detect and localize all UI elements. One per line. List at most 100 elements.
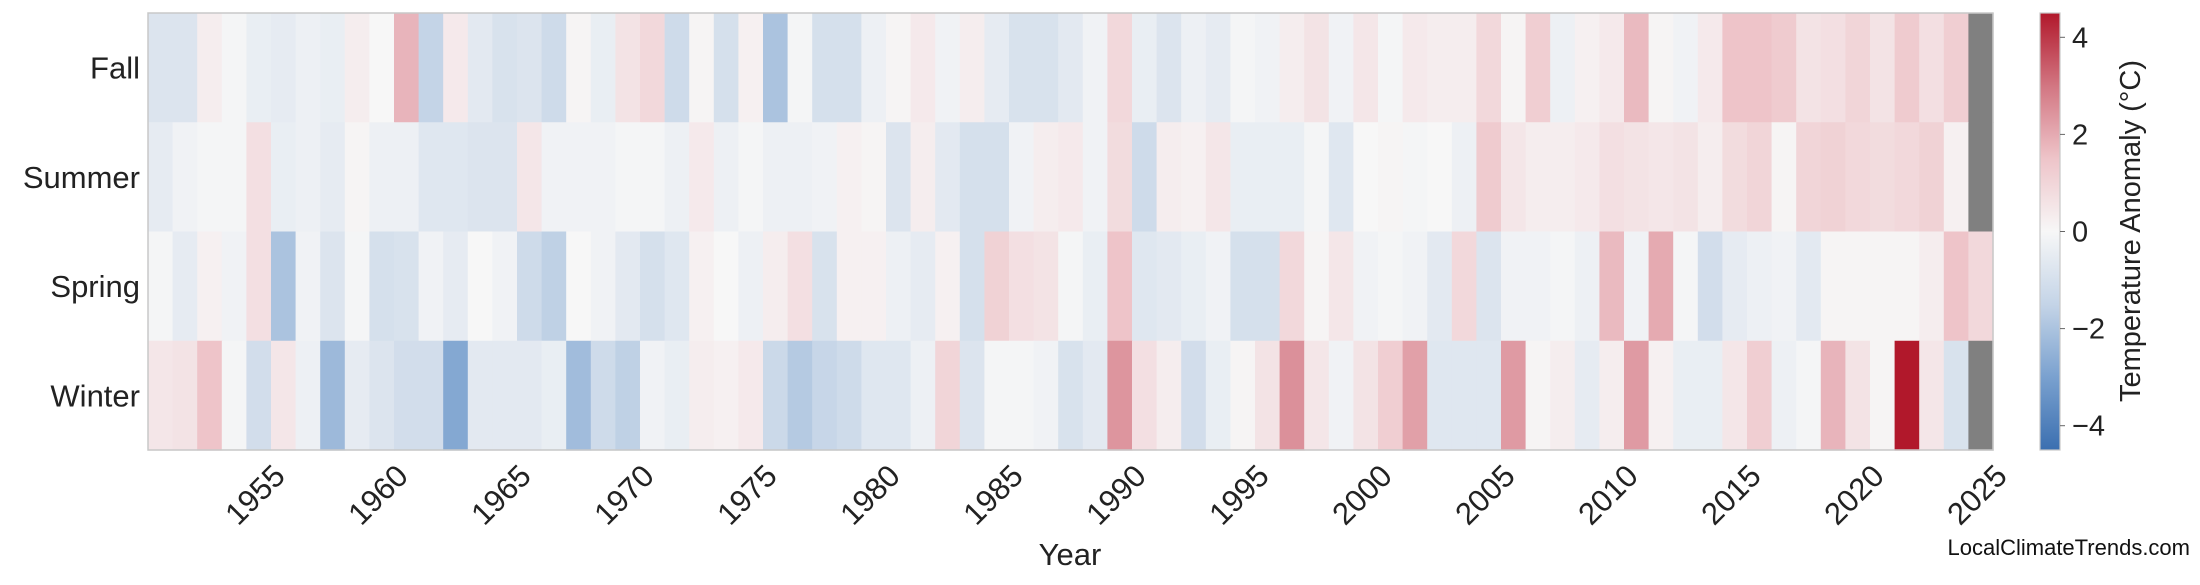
heatmap-cell-summer-1954 xyxy=(221,122,247,233)
heatmap-cell-summer-1985 xyxy=(984,122,1010,233)
heatmap-cell-summer-1996 xyxy=(1255,122,1281,233)
heatmap-cell-spring-2014 xyxy=(1697,231,1723,342)
heatmap-cell-winter-1967 xyxy=(541,340,567,451)
heatmap-cell-fall-2011 xyxy=(1624,13,1650,123)
heatmap-cell-fall-2009 xyxy=(1574,13,1600,123)
heatmap-cell-spring-1992 xyxy=(1156,231,1182,342)
heatmap-cell-summer-2004 xyxy=(1451,122,1477,233)
heatmap-cell-spring-1993 xyxy=(1181,231,1207,342)
heatmap-cell-summer-1990 xyxy=(1107,122,1133,233)
x-tick-2020: 2020 xyxy=(1817,458,1891,532)
heatmap-cell-spring-2008 xyxy=(1550,231,1576,342)
heatmap-cell-summer-1986 xyxy=(1009,122,1035,233)
season-label-fall: Fall xyxy=(90,51,140,86)
heatmap-cell-spring-1977 xyxy=(787,231,813,342)
colorbar-tick-label: 2 xyxy=(2072,119,2088,151)
heatmap-cell-spring-2025 xyxy=(1968,231,1994,342)
heatmap-cell-fall-1953 xyxy=(197,13,223,123)
heatmap-cell-fall-1990 xyxy=(1107,13,1133,123)
x-tick-1975: 1975 xyxy=(710,458,784,532)
heatmap-cell-spring-1978 xyxy=(812,231,838,342)
heatmap-cell-summer-1952 xyxy=(172,122,198,233)
heatmap-cell-winter-1988 xyxy=(1058,340,1084,451)
heatmap-cell-fall-1987 xyxy=(1033,13,1059,123)
heatmap-cell-winter-1987 xyxy=(1033,340,1059,451)
heatmap-cell-winter-1986 xyxy=(1009,340,1035,451)
heatmap-cell-winter-1976 xyxy=(763,340,789,451)
colorbar-tick-label: −4 xyxy=(2072,411,2105,443)
heatmap-cell-summer-1988 xyxy=(1058,122,1084,233)
heatmap-cell-summer-1966 xyxy=(517,122,543,233)
heatmap-cell-summer-1955 xyxy=(246,122,272,233)
year-tick-labels: 1955 1960 1965 1970 1975 1980 1985 1990 1995 2000… xyxy=(218,458,2014,532)
heatmap-cell-winter-1958 xyxy=(320,340,346,451)
heatmap-cell-winter-1981 xyxy=(886,340,912,451)
heatmap-cell-spring-2005 xyxy=(1476,231,1502,342)
heatmap-cell-spring-1983 xyxy=(935,231,961,342)
heatmap-cell-fall-2020 xyxy=(1845,13,1871,123)
heatmap-cell-winter-2008 xyxy=(1550,340,1576,451)
heatmap-cell-fall-1968 xyxy=(566,13,592,123)
heatmap-cell-summer-2013 xyxy=(1673,122,1699,233)
heatmap-cell-winter-1961 xyxy=(394,340,420,451)
heatmap-cell-fall-2003 xyxy=(1427,13,1453,123)
heatmap-cell-summer-1979 xyxy=(836,122,862,233)
heatmap-cell-spring-1998 xyxy=(1304,231,1330,342)
heatmap-cell-fall-1958 xyxy=(320,13,346,123)
heatmap-cell-winter-1995 xyxy=(1230,340,1256,451)
heatmap-cell-winter-1983 xyxy=(935,340,961,451)
heatmap-cell-spring-2023 xyxy=(1919,231,1945,342)
heatmap-cell-summer-1971 xyxy=(640,122,666,233)
heatmap-cell-fall-1980 xyxy=(861,13,887,123)
heatmap-cell-fall-2021 xyxy=(1870,13,1896,123)
heatmap-cell-spring-2004 xyxy=(1451,231,1477,342)
heatmap-cell-winter-1954 xyxy=(221,340,247,451)
heatmap-cell-fall-1962 xyxy=(418,13,444,123)
season-label-summer: Summer xyxy=(23,160,140,195)
heatmap-cell-summer-1953 xyxy=(197,122,223,233)
heatmap-cell-spring-1965 xyxy=(492,231,518,342)
heatmap-cell-spring-1982 xyxy=(910,231,936,342)
heatmap-cell-spring-2016 xyxy=(1747,231,1773,342)
heatmap-cell-summer-2021 xyxy=(1870,122,1896,233)
heatmap-cell-fall-2008 xyxy=(1550,13,1576,123)
heatmap-cell-fall-1952 xyxy=(172,13,198,123)
heatmap-cell-fall-1994 xyxy=(1205,13,1231,123)
heatmap-cell-spring-2022 xyxy=(1894,231,1920,342)
heatmap-cell-winter-2018 xyxy=(1796,340,1822,451)
heatmap-cell-spring-2001 xyxy=(1378,231,1404,342)
heatmap-cell-fall-2006 xyxy=(1501,13,1527,123)
heatmap-cell-spring-1972 xyxy=(664,231,690,342)
heatmap-cell-fall-1969 xyxy=(590,13,616,123)
heatmap-cell-winter-1966 xyxy=(517,340,543,451)
heatmap-cell-summer-1977 xyxy=(787,122,813,233)
heatmap-cell-spring-2010 xyxy=(1599,231,1625,342)
heatmap-cell-winter-1953 xyxy=(197,340,223,451)
heatmap-cell-summer-1958 xyxy=(320,122,346,233)
heatmap-cell-fall-2025 xyxy=(1968,13,1994,123)
heatmap-cell-winter-2024 xyxy=(1943,340,1969,451)
heatmap-cell-winter-1951 xyxy=(148,340,174,451)
heatmap-cell-fall-1997 xyxy=(1279,13,1305,123)
heatmap-cell-summer-1992 xyxy=(1156,122,1182,233)
heatmap-cell-spring-2018 xyxy=(1796,231,1822,342)
heatmap-cell-fall-1975 xyxy=(738,13,764,123)
heatmap-cell-summer-1975 xyxy=(738,122,764,233)
heatmap-cell-summer-2023 xyxy=(1919,122,1945,233)
heatmap-cell-spring-1987 xyxy=(1033,231,1059,342)
heatmap-cell-spring-1962 xyxy=(418,231,444,342)
season-label-spring: Spring xyxy=(50,269,140,304)
heatmap-cell-fall-1978 xyxy=(812,13,838,123)
heatmap-cell-winter-1973 xyxy=(689,340,715,451)
heatmap-cell-summer-2012 xyxy=(1648,122,1674,233)
heatmap-cell-fall-1989 xyxy=(1082,13,1108,123)
heatmap-cell-winter-2022 xyxy=(1894,340,1920,451)
heatmap-cell-spring-1968 xyxy=(566,231,592,342)
heatmap-cell-summer-1993 xyxy=(1181,122,1207,233)
heatmap-cell-summer-1983 xyxy=(935,122,961,233)
heatmap-cell-spring-2007 xyxy=(1525,231,1551,342)
heatmap-cell-summer-1951 xyxy=(148,122,174,233)
heatmap-cell-winter-1971 xyxy=(640,340,666,451)
heatmap-cell-fall-2005 xyxy=(1476,13,1502,123)
heatmap-cell-winter-1978 xyxy=(812,340,838,451)
